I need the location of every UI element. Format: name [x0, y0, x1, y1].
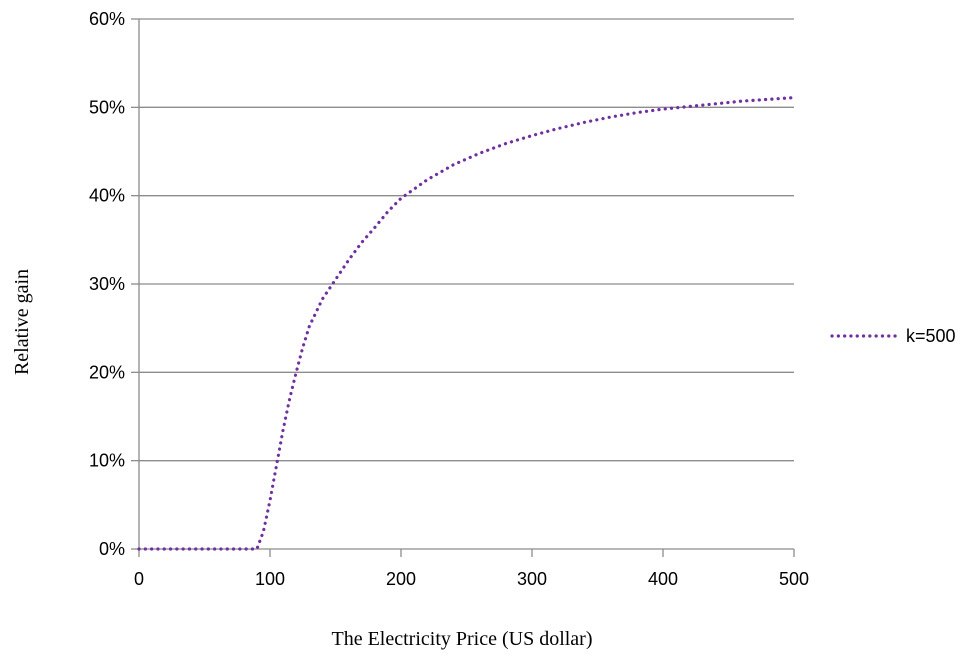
x-tick-label-5: 500 [779, 569, 809, 589]
y-tick-label-4: 40% [89, 186, 125, 206]
x-axis-title: The Electricity Price (US dollar) [331, 628, 592, 650]
gridlines [139, 18, 794, 462]
y-tick-label-0: 0% [99, 539, 125, 559]
axes [131, 18, 795, 557]
x-tick-label-0: 0 [134, 569, 144, 589]
y-tick-label-5: 50% [89, 97, 125, 117]
legend: k=500 [830, 326, 956, 346]
y-tick-label-6: 60% [89, 9, 125, 29]
y-tick-label-3: 30% [89, 274, 125, 294]
y-tick-label-1: 10% [89, 451, 125, 471]
x-tick-label-3: 300 [517, 569, 547, 589]
x-tick-label-2: 200 [386, 569, 416, 589]
x-tick-label-4: 400 [648, 569, 678, 589]
series [137, 96, 796, 551]
x-tick-label-1: 100 [255, 569, 285, 589]
legend-label-k500: k=500 [906, 326, 956, 346]
tick-labels: 0% 10% 20% 30% 40% 50% 60% 0 100 200 300 400 500 [89, 9, 809, 589]
y-tick-label-2: 20% [89, 362, 125, 382]
y-axis-title: Relative gain [11, 269, 33, 375]
series-line-0 [137, 96, 796, 551]
